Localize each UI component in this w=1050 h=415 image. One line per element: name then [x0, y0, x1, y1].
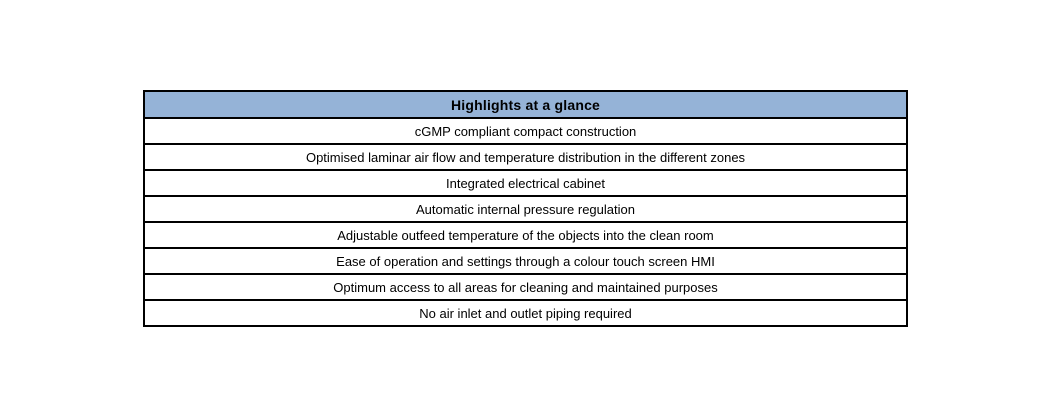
table-row: Integrated electrical cabinet [145, 171, 906, 197]
table-row: Optimum access to all areas for cleaning… [145, 275, 906, 301]
table-row: Adjustable outfeed temperature of the ob… [145, 223, 906, 249]
table-row: Automatic internal pressure regulation [145, 197, 906, 223]
table-header: Highlights at a glance [145, 92, 906, 119]
table-row: No air inlet and outlet piping required [145, 301, 906, 325]
highlights-table: Highlights at a glance cGMP compliant co… [143, 90, 908, 327]
table-row: Ease of operation and settings through a… [145, 249, 906, 275]
table-row: cGMP compliant compact construction [145, 119, 906, 145]
table-row: Optimised laminar air flow and temperatu… [145, 145, 906, 171]
